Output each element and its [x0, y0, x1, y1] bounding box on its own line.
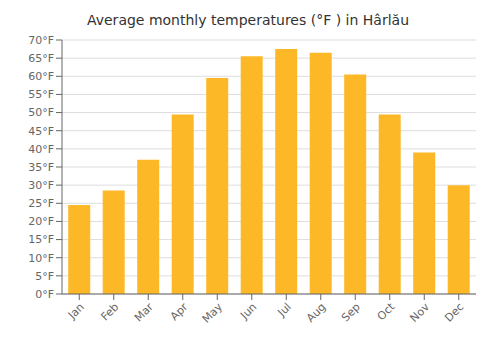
svg-text:Feb: Feb [98, 300, 121, 323]
svg-text:Apr: Apr [168, 300, 191, 323]
svg-text:65°F: 65°F [28, 52, 54, 65]
svg-text:Nov: Nov [408, 300, 433, 325]
svg-text:5°F: 5°F [35, 270, 54, 283]
svg-text:10°F: 10°F [28, 252, 54, 265]
svg-text:50°F: 50°F [28, 106, 54, 119]
svg-text:Mar: Mar [132, 300, 156, 324]
svg-text:25°F: 25°F [28, 197, 54, 210]
svg-text:Oct: Oct [375, 300, 398, 323]
svg-text:55°F: 55°F [28, 88, 54, 101]
svg-text:Jan: Jan [65, 300, 87, 322]
html-text:Average monthly temperatures (: Average monthly temperatures (°F ) in Hâ… [87, 12, 409, 28]
svg-text:30°F: 30°F [28, 179, 54, 192]
svg-text:May: May [200, 300, 226, 326]
svg-text:35°F: 35°F [28, 161, 54, 174]
svg-text:60°F: 60°F [28, 70, 54, 83]
svg-text:Aug: Aug [304, 300, 328, 324]
svg-text:15°F: 15°F [28, 233, 54, 246]
svg-text:Sep: Sep [339, 300, 363, 324]
svg-text:40°F: 40°F [28, 143, 54, 156]
svg-text:45°F: 45°F [28, 125, 54, 138]
svg-text:Jun: Jun [237, 300, 259, 322]
svg-text:Jul: Jul [275, 300, 294, 319]
svg-text:20°F: 20°F [28, 215, 54, 228]
svg-text:0°F: 0°F [35, 288, 54, 301]
svg-text:70°F: 70°F [28, 34, 54, 47]
svg-text:Dec: Dec [442, 300, 466, 324]
